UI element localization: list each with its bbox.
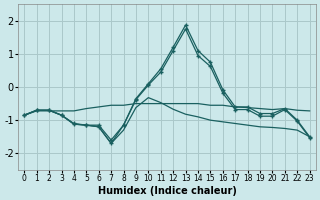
X-axis label: Humidex (Indice chaleur): Humidex (Indice chaleur) (98, 186, 236, 196)
